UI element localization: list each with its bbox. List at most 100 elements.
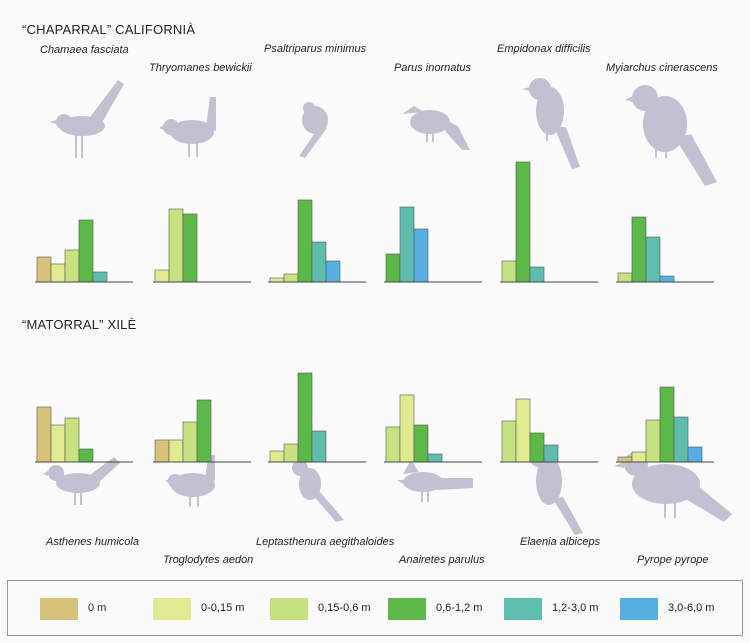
- bar-chart-svg: [616, 216, 714, 283]
- bar: [297, 199, 313, 283]
- height-distribution-chart: [35, 150, 133, 291]
- bar: [196, 399, 212, 463]
- height-distribution-chart: [616, 150, 714, 291]
- bar: [92, 271, 108, 283]
- bar: [50, 424, 66, 463]
- wren-bird-icon: [158, 95, 228, 160]
- height-distribution-chart: [500, 150, 598, 291]
- bar: [168, 208, 184, 283]
- titmouse-bird-icon: [398, 100, 473, 152]
- height-distribution-chart: [268, 330, 366, 471]
- legend-swatch: [153, 598, 191, 620]
- bar: [182, 213, 198, 283]
- height-distribution-chart: [153, 330, 251, 471]
- bar: [687, 446, 703, 463]
- legend-label: 0 m: [88, 602, 107, 614]
- bar: [154, 269, 170, 283]
- bar: [64, 417, 80, 463]
- bar: [64, 249, 80, 283]
- bar-chart-svg: [153, 399, 251, 463]
- legend-swatch: [504, 598, 542, 620]
- bar: [427, 453, 443, 463]
- bar: [36, 256, 52, 283]
- bar: [617, 456, 633, 463]
- small-bird-icon: [293, 100, 338, 160]
- bar: [673, 416, 689, 463]
- bar: [659, 275, 675, 283]
- bar: [283, 443, 299, 463]
- bar: [297, 372, 313, 463]
- bar: [36, 406, 52, 463]
- legend-label: 3,0-6,0 m: [668, 602, 715, 614]
- height-distribution-chart: [153, 150, 251, 291]
- bar-chart-svg: [153, 208, 251, 283]
- section-title-chaparral: “CHAPARRAL” CALIFORNIÀ: [22, 22, 196, 37]
- bar-chart-svg: [35, 219, 133, 283]
- flycatcher-bird-icon: [625, 82, 720, 187]
- bar: [311, 241, 327, 283]
- bar: [617, 272, 633, 283]
- bar: [78, 219, 94, 283]
- species-name: Anairetes parulus: [399, 554, 485, 566]
- height-distribution-chart: [616, 330, 714, 471]
- species-name: Troglodytes aedon: [163, 554, 254, 566]
- bar: [50, 263, 66, 283]
- legend-label: 0,6-1,2 m: [436, 602, 483, 614]
- species-name: Parus inornatus: [394, 62, 472, 74]
- height-distribution-chart: [35, 330, 133, 471]
- species-name: Pyrope pyrope: [637, 554, 709, 566]
- species-name: Leptasthenura aegithaloides: [256, 536, 395, 548]
- bar: [311, 430, 327, 463]
- section-title-matorral: “MATORRAL” XILÈ: [22, 317, 137, 332]
- bar: [529, 432, 545, 463]
- bar: [325, 260, 341, 283]
- bar: [631, 216, 647, 283]
- small-bird-icon: [290, 458, 345, 523]
- bar-chart-svg: [500, 161, 598, 283]
- species-name: Myiarchus cinerascens: [606, 62, 718, 74]
- species-name: Thryomanes bewickii: [149, 62, 252, 74]
- bar-chart-svg: [268, 372, 366, 463]
- species-name: Asthenes humicola: [46, 536, 139, 548]
- legend-label: 0-0,15 m: [201, 602, 245, 614]
- bar: [399, 206, 415, 283]
- bar-chart-svg: [35, 406, 133, 463]
- species-name: Psaltriparus minimus: [264, 43, 367, 55]
- flycatcher-bird-icon: [522, 75, 582, 170]
- wren-bird-icon: [48, 78, 128, 163]
- species-name: Chamaea fasciata: [40, 44, 129, 56]
- legend-swatch: [270, 598, 308, 620]
- bar: [413, 228, 429, 283]
- titmouse-bird-icon: [395, 460, 475, 505]
- bar: [543, 444, 559, 463]
- bar: [385, 253, 401, 283]
- height-distribution-chart: [500, 330, 598, 471]
- height-distribution-chart: [384, 330, 482, 471]
- bar: [182, 421, 198, 463]
- legend-label: 1,2-3,0 m: [552, 602, 599, 614]
- species-name: Empidonax difficilis: [497, 43, 591, 55]
- bar: [529, 266, 545, 283]
- legend-swatch: [40, 598, 78, 620]
- species-name: Elaenia albiceps: [520, 536, 601, 548]
- bar: [645, 419, 661, 463]
- bar: [659, 386, 675, 463]
- bar: [413, 424, 429, 463]
- legend-label: 0,15-0,6 m: [318, 602, 371, 614]
- bar: [501, 420, 517, 463]
- bar-chart-svg: [268, 199, 366, 283]
- bar-chart-svg: [616, 386, 714, 463]
- height-distribution-chart: [268, 150, 366, 291]
- bar-chart-svg: [384, 394, 482, 463]
- bar: [78, 448, 94, 463]
- bar: [515, 398, 531, 463]
- bar: [269, 450, 285, 463]
- height-distribution-chart: [384, 150, 482, 291]
- legend: 0 m 0-0,15 m 0,15-0,6 m 0,6-1,2 m 1,2-3,…: [7, 580, 743, 636]
- bar: [283, 273, 299, 283]
- legend-swatch: [620, 598, 658, 620]
- bar: [385, 426, 401, 463]
- bar: [501, 260, 517, 283]
- bar-chart-svg: [384, 206, 482, 283]
- wren-bird-icon: [42, 455, 122, 510]
